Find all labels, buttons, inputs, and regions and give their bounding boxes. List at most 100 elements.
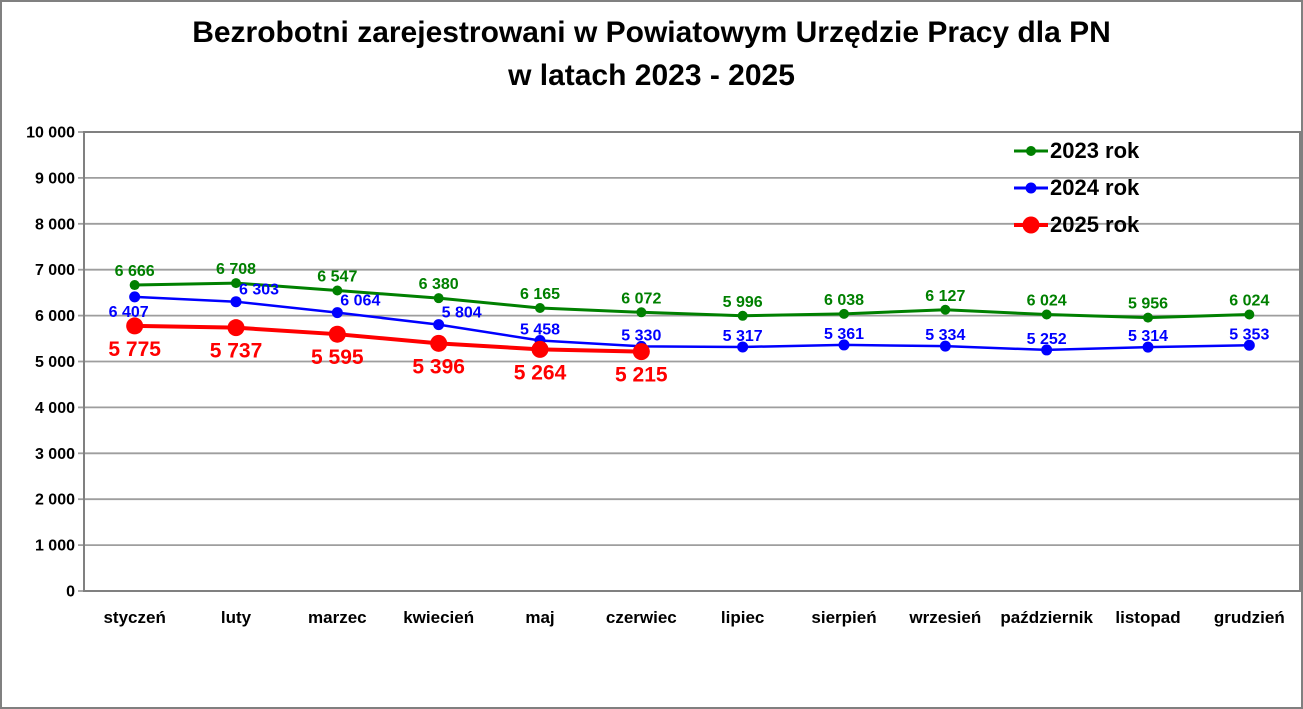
data-point-2025-rok-marzec: [328, 325, 346, 343]
y-tick-label-9000: 9 000: [35, 170, 75, 187]
chart-title-line-2: w latach 2023 - 2025: [508, 59, 795, 92]
data-point-2025-rok-kwiecień: [430, 334, 448, 352]
y-tick-label-3000: 3 000: [35, 446, 75, 463]
y-tick-label-2000: 2 000: [35, 492, 75, 509]
data-label-2023-rok-luty: 6 708: [216, 261, 256, 278]
chart-title: Bezrobotni zarejestrowani w Powiatowym U…: [2, 11, 1301, 97]
data-point-2025-rok-luty: [227, 319, 245, 337]
data-point-2023-rok-czerwiec: [636, 307, 647, 318]
data-label-2025-rok-czerwiec: 5 215: [615, 364, 668, 387]
x-category-label-wrzesień: wrzesień: [908, 608, 981, 627]
x-category-label-lipiec: lipiec: [721, 608, 764, 627]
data-point-2024-rok-sierpień: [838, 339, 850, 351]
x-category-label-listopad: listopad: [1115, 608, 1180, 627]
data-point-2024-rok-październik: [1041, 344, 1053, 356]
data-label-2024-rok-marzec: 6 064: [340, 293, 380, 310]
y-tick-label-0: 0: [66, 584, 75, 601]
data-label-2024-rok-lipiec: 5 317: [723, 328, 763, 345]
y-tick-label-7000: 7 000: [35, 262, 75, 279]
legend-item-2024: 2024 rok: [1014, 169, 1139, 206]
y-tick-label-5000: 5 000: [35, 354, 75, 371]
legend-marker-2024-rok: [1025, 182, 1037, 193]
legend-item-2025: 2025 rok: [1014, 206, 1139, 243]
data-point-2023-rok-grudzień: [1244, 309, 1255, 320]
data-label-2023-rok-grudzień: 6 024: [1229, 292, 1269, 309]
data-point-2024-rok-wrzesień: [939, 340, 951, 352]
legend-swatch-2024: [1014, 182, 1048, 193]
series-line-2024-rok: [134, 295, 1250, 352]
data-label-2023-rok-październik: 6 024: [1027, 292, 1067, 309]
plot-border: [83, 131, 1301, 592]
data-point-2023-rok-kwiecień: [433, 293, 444, 304]
data-label-2023-rok-kwiecień: 6 380: [419, 276, 459, 293]
x-category-label-maj: maj: [525, 608, 554, 627]
data-label-2024-rok-wrzesień: 5 334: [925, 327, 965, 344]
x-category-label-grudzień: grudzień: [1214, 608, 1285, 627]
data-label-2024-rok-sierpień: 5 361: [824, 326, 864, 343]
data-point-2024-rok-lipiec: [737, 341, 749, 353]
data-label-2023-rok-czerwiec: 6 072: [621, 290, 661, 307]
data-point-2024-rok-styczeń: [129, 291, 141, 303]
x-category-label-czerwiec: czerwiec: [606, 608, 677, 627]
data-point-2023-rok-marzec: [332, 285, 343, 296]
data-label-2024-rok-luty: 6 303: [239, 282, 279, 299]
data-label-2024-rok-grudzień: 5 353: [1229, 326, 1269, 343]
data-label-2023-rok-lipiec: 5 996: [723, 294, 763, 311]
data-point-2024-rok-kwiecień: [433, 319, 445, 331]
data-point-2023-rok-luty: [231, 278, 241, 289]
data-point-2025-rok-styczeń: [126, 317, 144, 335]
data-label-2023-rok-wrzesień: 6 127: [925, 288, 965, 305]
legend-swatch-2025: [1014, 216, 1048, 233]
data-point-2025-rok-maj: [531, 340, 549, 358]
data-label-2024-rok-czerwiec: 5 330: [621, 327, 661, 344]
data-label-2025-rok-marzec: 5 595: [311, 346, 364, 369]
data-label-2025-rok-maj: 5 264: [514, 361, 567, 384]
data-label-2024-rok-listopad: 5 314: [1128, 328, 1168, 345]
data-point-2023-rok-styczeń: [129, 280, 140, 291]
legend-label-2024: 2024 rok: [1050, 174, 1140, 200]
data-point-2023-rok-maj: [535, 303, 545, 314]
y-tick-label-8000: 8 000: [35, 216, 75, 233]
data-point-2024-rok-marzec: [331, 307, 343, 319]
y-tick-label-4000: 4 000: [35, 400, 75, 417]
legend-label-2025: 2025 rok: [1050, 211, 1140, 237]
data-label-2023-rok-listopad: 5 956: [1128, 296, 1168, 313]
legend-marker-2023-rok: [1026, 145, 1036, 156]
data-label-2023-rok-maj: 6 165: [520, 286, 560, 303]
x-category-label-kwiecień: kwiecień: [403, 608, 474, 627]
data-point-2024-rok-listopad: [1142, 341, 1154, 353]
y-tick-label-6000: 6 000: [35, 308, 75, 325]
data-point-2025-rok-czerwiec: [632, 343, 650, 361]
data-label-2025-rok-kwiecień: 5 396: [412, 355, 465, 378]
chart-title-line-1: Bezrobotni zarejestrowani w Powiatowym U…: [192, 16, 1111, 49]
x-category-label-luty: luty: [221, 608, 252, 627]
data-label-2023-rok-marzec: 6 547: [317, 268, 357, 285]
data-label-2023-rok-styczeń: 6 666: [115, 263, 155, 280]
x-category-label-sierpień: sierpień: [811, 608, 876, 627]
data-point-2023-rok-listopad: [1143, 312, 1153, 323]
y-tick-label-1000: 1 000: [35, 538, 75, 555]
data-label-2024-rok-maj: 5 458: [520, 321, 560, 338]
data-label-2024-rok-kwiecień: 5 804: [442, 305, 482, 322]
data-label-2025-rok-luty: 5 737: [210, 340, 263, 363]
data-point-2023-rok-październik: [1041, 309, 1052, 320]
data-point-2024-rok-luty: [230, 296, 242, 308]
legend-marker-2025-rok: [1022, 216, 1040, 233]
x-category-label-styczeń: styczeń: [103, 608, 165, 627]
series-line-2023-rok: [134, 281, 1250, 320]
data-label-2023-rok-sierpień: 6 038: [824, 292, 864, 309]
data-point-2024-rok-grudzień: [1243, 339, 1255, 351]
legend-label-2023: 2023 rok: [1050, 137, 1140, 163]
data-point-2023-rok-sierpień: [839, 308, 849, 319]
series-line-2025-rok: [134, 323, 642, 354]
x-category-label-październik: październik: [1000, 608, 1093, 627]
x-category-label-marzec: marzec: [308, 608, 367, 627]
y-tick-label-10000: 10 000: [26, 125, 75, 142]
legend: 2023 rok 2024 rok 2025 rok: [1014, 132, 1139, 243]
data-label-2024-rok-styczeń: 6 407: [109, 304, 149, 321]
legend-swatch-2023: [1014, 145, 1048, 156]
data-label-2024-rok-październik: 5 252: [1027, 331, 1067, 348]
data-point-2023-rok-lipiec: [737, 310, 748, 321]
